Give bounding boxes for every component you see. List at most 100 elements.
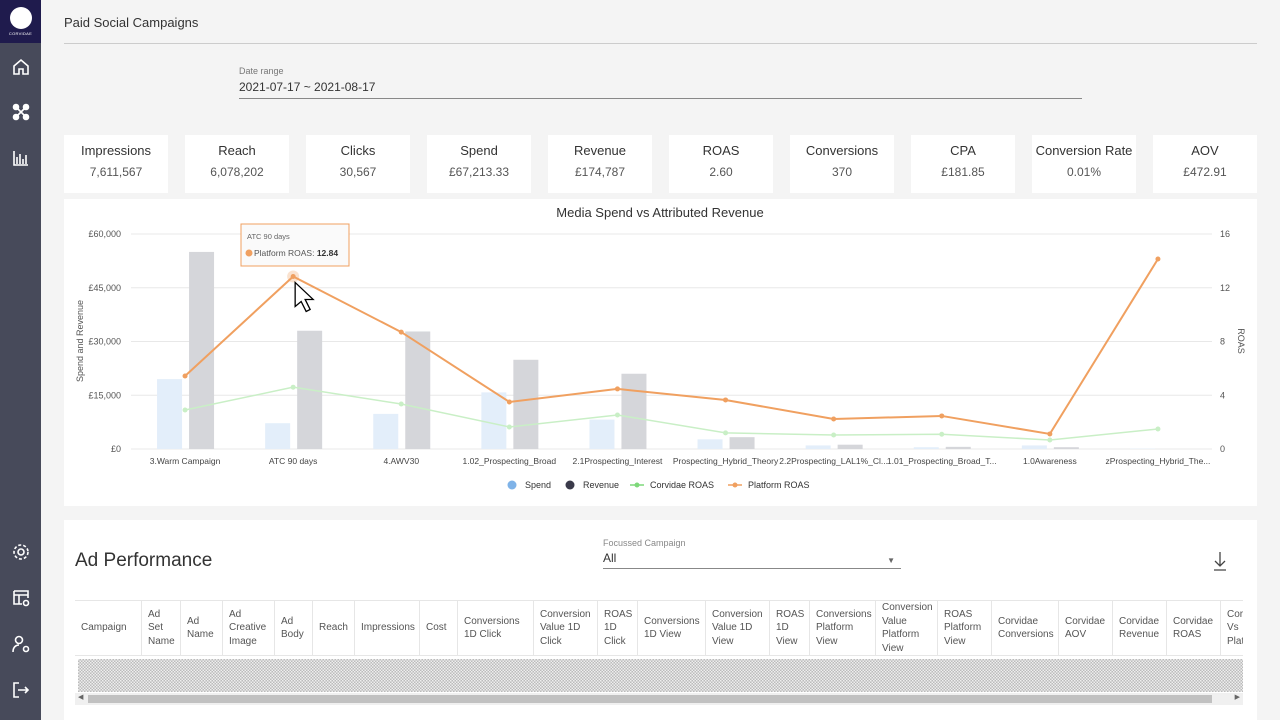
y-tick-label: £45,000 xyxy=(88,283,121,293)
column-header[interactable]: ROAS 1D Click xyxy=(598,601,638,655)
x-tick-label: 2.1Prospecting_Interest xyxy=(573,456,663,466)
bar-spend[interactable] xyxy=(589,419,615,449)
column-header[interactable]: Corvidae Revenue xyxy=(1113,601,1167,655)
brand-logo[interactable]: CORVIDAE xyxy=(0,0,41,43)
bar-revenue[interactable] xyxy=(945,446,971,449)
column-header[interactable]: Impressions xyxy=(355,601,420,655)
page-title: Paid Social Campaigns xyxy=(64,15,199,30)
date-range-value[interactable]: 2021-07-17 ~ 2021-08-17 xyxy=(239,80,376,94)
legend-item[interactable]: Revenue xyxy=(583,480,619,490)
ad-performance-card: Ad Performance Focussed Campaign All ▼ C… xyxy=(64,520,1257,720)
bar-revenue[interactable] xyxy=(405,331,431,449)
y2-axis-label: ROAS xyxy=(1236,328,1246,354)
nav-user-settings[interactable] xyxy=(0,629,41,659)
bar-spend[interactable] xyxy=(481,392,507,449)
bar-spend[interactable] xyxy=(805,445,831,449)
bar-spend[interactable] xyxy=(265,423,291,449)
date-range-picker[interactable]: Date range 2021-07-17 ~ 2021-08-17 xyxy=(239,66,1082,99)
column-header[interactable]: ROAS 1D View xyxy=(770,601,810,655)
bar-spend[interactable] xyxy=(697,439,723,449)
data-point[interactable] xyxy=(723,430,729,436)
bar-revenue[interactable] xyxy=(513,359,539,449)
x-tick-label: 1.01_Prospecting_Broad_T... xyxy=(887,456,997,466)
legend-item[interactable]: Platform ROAS xyxy=(748,480,810,490)
data-point[interactable] xyxy=(182,407,188,413)
column-header[interactable]: Ad Body xyxy=(275,601,313,655)
column-header[interactable]: Conversions 1D View xyxy=(638,601,706,655)
kpi-card: Conversion Rate 0.01% xyxy=(1032,135,1136,193)
data-point[interactable] xyxy=(1047,437,1053,443)
legend-item[interactable]: Spend xyxy=(525,480,551,490)
nav-logout[interactable] xyxy=(0,675,41,705)
column-header[interactable]: Corvidae ROAS xyxy=(1167,601,1221,655)
nav-attribution[interactable] xyxy=(0,97,41,127)
scroll-left-icon[interactable]: ◀ xyxy=(78,694,84,701)
chart-svg: Media Spend vs Attributed Revenue £0 0 £15,… xyxy=(75,205,1246,490)
kpi-value: 6,078,202 xyxy=(210,165,264,179)
data-point[interactable] xyxy=(614,412,620,418)
horizontal-scrollbar[interactable]: ◀ ▶ xyxy=(75,693,1243,705)
kpi-label: Conversion Rate xyxy=(1035,143,1133,158)
nav-table-settings[interactable] xyxy=(0,583,41,613)
bar-revenue[interactable] xyxy=(621,373,647,449)
kpi-value: £67,213.33 xyxy=(448,165,510,179)
column-header[interactable]: Conversion Value 1D Click xyxy=(534,601,598,655)
scroll-right-icon[interactable]: ▶ xyxy=(1234,694,1240,701)
download-icon[interactable] xyxy=(1212,550,1228,572)
legend-marker-dot xyxy=(732,482,738,488)
bar-spend[interactable] xyxy=(373,413,399,449)
column-header[interactable]: Ad Set Name xyxy=(142,601,181,655)
legend-item[interactable]: Corvidae ROAS xyxy=(650,480,714,490)
data-point[interactable] xyxy=(290,384,296,390)
scrollbar-thumb[interactable] xyxy=(88,695,1212,703)
data-point[interactable] xyxy=(506,424,512,430)
kpi-label: AOV xyxy=(1191,143,1219,158)
nav-home[interactable] xyxy=(0,52,41,82)
data-point[interactable] xyxy=(1155,256,1161,262)
column-header[interactable]: ROAS Platform View xyxy=(938,601,992,655)
data-point[interactable] xyxy=(939,431,945,437)
bar-revenue[interactable] xyxy=(729,437,755,449)
nav-settings[interactable] xyxy=(0,537,41,567)
bar-chart-icon xyxy=(12,151,28,166)
kpi-label: ROAS xyxy=(702,143,740,158)
column-header[interactable]: Cost xyxy=(420,601,458,655)
bar-revenue[interactable] xyxy=(837,444,863,449)
data-point[interactable] xyxy=(1155,426,1161,432)
mouse-cursor-icon xyxy=(294,280,315,313)
data-point[interactable] xyxy=(506,399,512,405)
data-point[interactable] xyxy=(182,373,188,379)
column-header[interactable]: Conversion Value 1D View xyxy=(706,601,770,655)
focussed-campaign-select[interactable]: Focussed Campaign All ▼ xyxy=(603,538,901,569)
bar-spend[interactable] xyxy=(1021,445,1047,449)
bar-revenue[interactable] xyxy=(189,251,215,449)
data-point[interactable] xyxy=(831,432,837,438)
column-header[interactable]: Corvidae Vs Platform xyxy=(1221,601,1243,655)
bar-revenue[interactable] xyxy=(1053,447,1079,449)
column-header[interactable]: Ad Creative Image xyxy=(223,601,275,655)
data-point[interactable] xyxy=(723,397,729,403)
column-header[interactable]: Conversions 1D Click xyxy=(458,601,534,655)
data-point[interactable] xyxy=(290,273,296,279)
kpi-label: Reach xyxy=(218,143,256,158)
data-point[interactable] xyxy=(939,413,945,419)
data-point[interactable] xyxy=(831,416,837,422)
data-point[interactable] xyxy=(398,329,404,335)
sidebar: CORVIDAE xyxy=(0,0,41,720)
bar-spend[interactable] xyxy=(913,447,939,449)
data-point[interactable] xyxy=(398,401,404,407)
column-header[interactable]: Reach xyxy=(313,601,355,655)
kpi-card: Conversions 370 xyxy=(790,135,894,193)
bar-spend[interactable] xyxy=(157,379,183,449)
data-point[interactable] xyxy=(614,386,620,392)
column-header[interactable]: Conversions Platform View xyxy=(810,601,876,655)
chart-title: Media Spend vs Attributed Revenue xyxy=(556,205,763,220)
column-header[interactable]: Campaign xyxy=(75,601,142,655)
y-axis-label: Spend and Revenue xyxy=(75,300,85,382)
column-header[interactable]: Conversion Value Platform View xyxy=(876,601,938,655)
column-header[interactable]: Corvidae AOV xyxy=(1059,601,1113,655)
column-header[interactable]: Ad Name xyxy=(181,601,223,655)
column-header[interactable]: Corvidae Conversions xyxy=(992,601,1059,655)
data-point[interactable] xyxy=(1047,431,1053,437)
nav-reports[interactable] xyxy=(0,143,41,173)
